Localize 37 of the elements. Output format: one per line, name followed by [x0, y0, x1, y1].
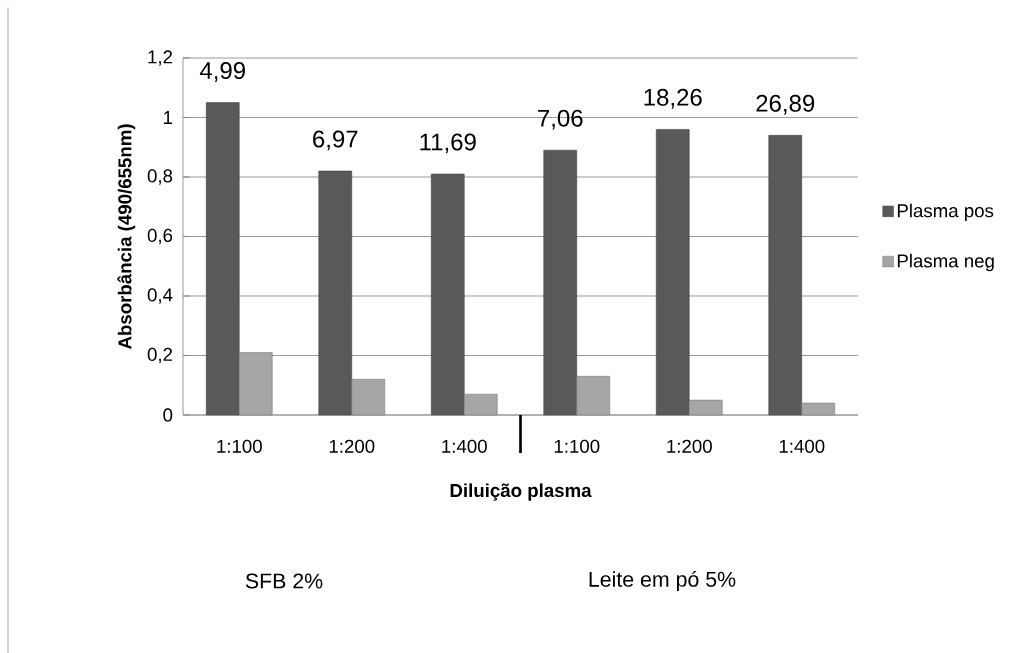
bar	[351, 379, 386, 416]
bar	[688, 399, 723, 416]
x-tick-label: 1:400	[779, 439, 825, 453]
bar	[801, 402, 836, 416]
annotation: 4,99	[199, 62, 245, 82]
bar	[543, 149, 578, 416]
text: Leite em pó 5%	[589, 570, 736, 592]
legend-label: Plasma pos	[897, 203, 994, 222]
annotation: 18,26	[644, 88, 702, 109]
bar	[463, 393, 498, 416]
y-tick-label: 1,2	[148, 50, 173, 66]
bar	[238, 352, 273, 416]
annotation: 11,69	[420, 133, 476, 154]
y-tick-label: 0,6	[147, 228, 173, 245]
legend-label: Plasma neg	[897, 253, 994, 272]
text: SFB 2%	[245, 573, 323, 589]
x-tick-label: 1:200	[329, 439, 375, 453]
y-tick-label: 0,2	[147, 347, 173, 364]
x-axis-title: Diluição plasma	[450, 483, 592, 501]
x-tick-label: 1:100	[554, 439, 600, 453]
bar	[768, 135, 803, 416]
x-tick-label: 1:200	[667, 439, 712, 453]
bar	[430, 173, 465, 416]
annotation: 6,97	[313, 130, 358, 151]
y-tick-label: 0,8	[147, 169, 173, 185]
y-tick-label: 1	[164, 111, 173, 124]
y-tick-label: 0,4	[147, 288, 173, 304]
x-tick-label: 1:400	[442, 439, 487, 453]
bar	[205, 102, 240, 416]
annotation: 26,89	[756, 94, 815, 115]
y-axis-title: Absorbância (490/655nm)	[117, 124, 136, 350]
bar	[655, 129, 690, 416]
annotation: 7,06	[538, 109, 583, 130]
bar	[318, 170, 353, 416]
y-tick-label: 0	[163, 408, 173, 422]
x-tick-label: 1:100	[217, 439, 262, 453]
bar	[576, 376, 611, 416]
